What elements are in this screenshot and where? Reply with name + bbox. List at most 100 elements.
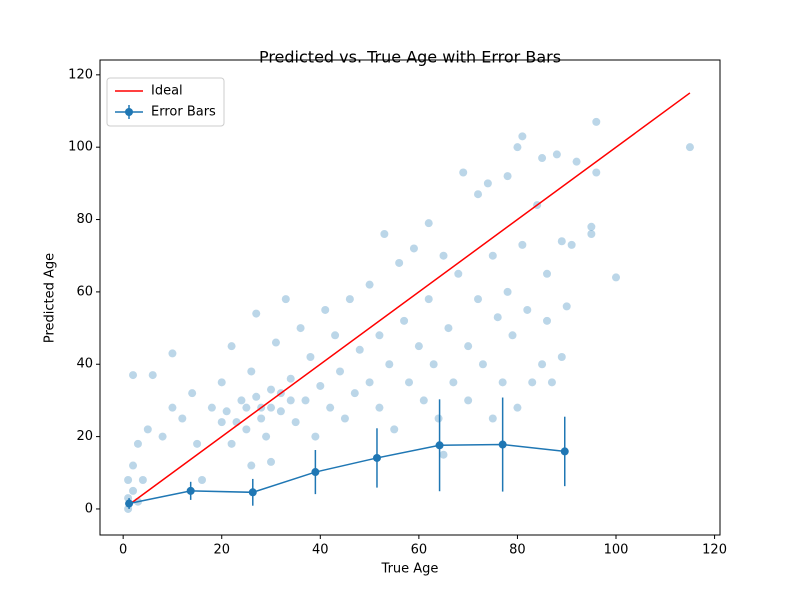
scatter-point	[592, 168, 601, 177]
scatter-point	[685, 143, 694, 152]
scatter-point	[316, 381, 325, 390]
scatter-point	[385, 360, 394, 369]
scatter-point	[168, 403, 177, 412]
scatter-point	[528, 378, 537, 387]
scatter-point	[478, 360, 487, 369]
scatter-point	[464, 342, 473, 351]
scatter-point	[543, 316, 552, 325]
scatter-point	[365, 378, 374, 387]
scatter-point	[503, 172, 512, 181]
scatter-point	[429, 360, 438, 369]
scatter-point	[567, 240, 576, 249]
y-tick-label: 80	[76, 212, 93, 227]
scatter-point	[409, 244, 418, 253]
scatter-point	[419, 396, 428, 405]
scatter-point	[267, 385, 276, 394]
scatter-point	[365, 280, 374, 289]
scatter-point	[552, 150, 561, 159]
x-tick-label: 20	[213, 543, 230, 558]
scatter-point	[247, 461, 256, 470]
scatter-point	[267, 403, 276, 412]
scatter-point	[252, 392, 261, 401]
x-tick-label: 80	[509, 543, 526, 558]
scatter-point	[276, 407, 285, 416]
scatter-point	[252, 309, 261, 318]
error-line	[128, 443, 565, 505]
legend-swatch	[125, 108, 133, 116]
error-point	[435, 441, 444, 450]
scatter-point	[439, 450, 448, 459]
scatter-point	[518, 240, 527, 249]
y-tick-label: 100	[68, 140, 93, 155]
y-tick-label: 40	[76, 357, 93, 372]
scatter-point	[454, 269, 463, 278]
scatter-point	[193, 439, 202, 448]
scatter-point	[390, 425, 399, 434]
error-point	[125, 499, 134, 508]
scatter-point	[483, 179, 492, 188]
scatter-point	[217, 418, 226, 427]
scatter-point	[227, 439, 236, 448]
scatter-point	[375, 331, 384, 340]
scatter-point	[124, 476, 133, 485]
scatter-point	[143, 425, 152, 434]
y-tick-label: 120	[68, 67, 93, 82]
scatter-point	[380, 230, 389, 239]
error-point	[186, 486, 195, 495]
scatter-point	[459, 168, 468, 177]
scatter-point	[355, 345, 364, 354]
scatter-point	[336, 367, 345, 376]
scatter-point	[286, 396, 295, 405]
x-tick-label: 100	[604, 543, 629, 558]
scatter-point	[158, 432, 167, 441]
scatter-point	[188, 389, 197, 398]
scatter-point	[227, 342, 236, 351]
y-tick-label: 0	[85, 501, 93, 516]
scatter-point	[301, 396, 310, 405]
scatter-point	[538, 360, 547, 369]
scatter-point	[424, 219, 433, 228]
scatter-point	[168, 349, 177, 358]
scatter-point	[237, 396, 246, 405]
scatter-point	[474, 295, 483, 304]
scatter-point	[148, 371, 157, 380]
scatter-point	[587, 222, 596, 231]
legend-label: Error Bars	[151, 105, 216, 120]
scatter-point	[340, 414, 349, 423]
x-axis-label: True Age	[381, 562, 439, 577]
scatter-point	[424, 295, 433, 304]
scatter-point	[557, 353, 566, 362]
scatter-point	[444, 324, 453, 333]
scatter-point	[400, 316, 409, 325]
scatter-point	[405, 378, 414, 387]
scatter-point	[523, 305, 532, 314]
scatter-point	[464, 396, 473, 405]
scatter-point	[262, 432, 271, 441]
scatter-point	[129, 461, 138, 470]
scatter-point	[439, 251, 448, 260]
scatter-point	[503, 287, 512, 296]
scatter-point	[557, 237, 566, 246]
scatter-point	[587, 230, 596, 239]
scatter-point	[321, 305, 330, 314]
scatter-point	[395, 258, 404, 267]
scatter-point	[493, 313, 502, 322]
scatter-point	[326, 403, 335, 412]
y-tick-label: 60	[76, 284, 93, 299]
legend-label: Ideal	[151, 84, 183, 99]
error-point	[248, 488, 257, 497]
scatter-point	[498, 378, 507, 387]
scatter-point	[543, 269, 552, 278]
scatter-point	[513, 403, 522, 412]
error-point	[311, 468, 320, 477]
scatter-point	[242, 425, 251, 434]
scatter-point	[271, 338, 280, 347]
scatter-point	[350, 389, 359, 398]
x-tick-label: 40	[312, 543, 329, 558]
y-axis-label: Predicted Age	[43, 253, 58, 343]
scatter-point	[474, 190, 483, 199]
scatter-point	[286, 374, 295, 383]
scatter-point	[306, 353, 315, 362]
x-tick-label: 0	[119, 543, 127, 558]
